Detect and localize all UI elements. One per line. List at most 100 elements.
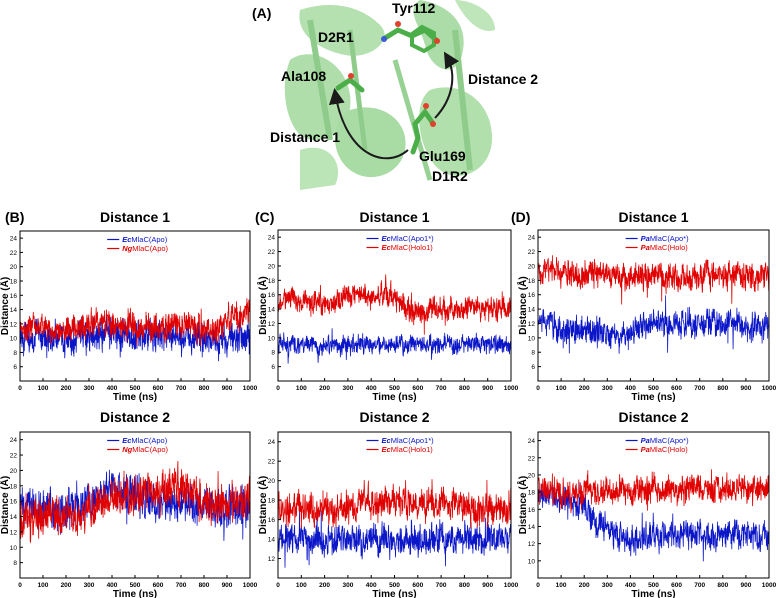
x-tick-label: 500 xyxy=(130,582,141,589)
y-tick-label: 22 xyxy=(268,459,276,466)
legend-entry: PaMlaC(Holo) xyxy=(641,445,689,454)
y-tick-label: 24 xyxy=(268,439,276,446)
x-tick-label: 900 xyxy=(740,385,751,392)
legend-construct: MlaC(Apo1*) xyxy=(391,436,434,445)
x-tick-label: 600 xyxy=(671,582,682,589)
x-tick-label: 800 xyxy=(717,582,728,589)
y-tick-label: 22 xyxy=(528,455,536,462)
legend-entry: PaMlaC(Apo*) xyxy=(641,234,689,243)
x-tick-label: 700 xyxy=(436,582,447,589)
x-tick-label: 200 xyxy=(579,582,590,589)
y-tick-label: 10 xyxy=(268,335,276,342)
panel-label: (D) xyxy=(511,209,530,225)
y-tick-label: 18 xyxy=(268,498,276,505)
y-tick-label: 8 xyxy=(271,350,275,357)
legend-species: Pa xyxy=(641,436,650,445)
y-tick-label: 18 xyxy=(10,483,18,490)
y-tick-label: 16 xyxy=(528,507,536,514)
ala108-label: Ala108 xyxy=(281,68,326,84)
x-tick-label: 800 xyxy=(199,582,210,589)
y-tick-label: 10 xyxy=(10,336,18,343)
legend-entry: EcMlaC(Apo1*) xyxy=(382,234,435,243)
x-tick-label: 1000 xyxy=(243,582,258,589)
y-axis-label: Distance (Å) xyxy=(516,276,529,334)
y-tick-label: 14 xyxy=(10,514,18,521)
series-line-pa-0 xyxy=(538,482,769,562)
y-tick-label: 18 xyxy=(528,490,536,497)
x-tick-label: 900 xyxy=(740,582,751,589)
x-tick-label: 500 xyxy=(648,582,659,589)
series-line-ec-0 xyxy=(278,508,511,568)
x-tick-label: 1000 xyxy=(762,582,776,589)
chart-title: Distance 1 xyxy=(618,209,688,225)
legend-entry: EcMlaC(Apo) xyxy=(122,235,168,244)
y-tick-label: 16 xyxy=(528,292,536,299)
y-tick-label: 14 xyxy=(528,524,536,531)
legend-entry: EcMlaC(Apo1*) xyxy=(382,436,435,445)
x-tick-label: 200 xyxy=(579,385,590,392)
chart-c1: (C) Distance 1 0 100 200 300 400 500 600 700 800 90… xyxy=(255,209,519,403)
y-axis-label: Distance (Å) xyxy=(256,476,269,534)
x-tick-label: 0 xyxy=(536,385,540,392)
x-tick-label: 600 xyxy=(671,385,682,392)
chart-c2: Distance 2 0 100 200 300 400 500 600 700 800 900 10… xyxy=(256,409,519,598)
chart-title: Distance 2 xyxy=(359,409,429,425)
x-tick-label: 700 xyxy=(176,582,187,589)
y-tick-label: 12 xyxy=(528,321,536,328)
d2r1-label: D2R1 xyxy=(318,29,354,45)
y-tick-label: 20 xyxy=(10,468,18,475)
x-tick-label: 200 xyxy=(61,582,72,589)
protein-ribbon xyxy=(284,0,495,190)
x-axis-label: Time (ns) xyxy=(113,589,157,598)
distance-1-label: Distance 1 xyxy=(270,129,340,145)
legend-construct: MlaC(Apo) xyxy=(132,445,168,454)
chart-panels: (B) Distance 10 100 200 300 400 500 600 700 800 90… xyxy=(0,209,776,598)
chart-d1: (D) Distance 1 0 100 200 300 400 500 600 700 800 90… xyxy=(511,209,776,403)
y-tick-label: 22 xyxy=(528,249,536,256)
distance-1-arrow xyxy=(328,88,409,160)
y-tick-label: 22 xyxy=(268,249,276,256)
x-tick-label: 1000 xyxy=(504,385,519,392)
x-tick-label: 300 xyxy=(602,385,613,392)
x-tick-label: 300 xyxy=(342,582,353,589)
plot-frame xyxy=(19,230,251,382)
series-line-ec-1 xyxy=(278,479,511,529)
x-tick-label: 0 xyxy=(18,385,22,392)
y-tick-label: 14 xyxy=(268,537,276,544)
glu169-label: Glu169 xyxy=(419,148,466,164)
y-tick-label: 12 xyxy=(268,556,276,563)
x-tick-label: 200 xyxy=(319,582,330,589)
y-axis-label: Distance (Å) xyxy=(0,476,11,534)
x-tick-label: 200 xyxy=(61,385,72,392)
series-line-pa-1 xyxy=(538,469,769,514)
x-tick-label: 400 xyxy=(625,385,636,392)
legend-construct: MlaC(Apo) xyxy=(131,235,167,244)
series-line-pa-1 xyxy=(538,255,769,305)
chart-title: Distance 1 xyxy=(100,209,170,225)
x-tick-label: 0 xyxy=(536,582,540,589)
x-tick-label: 900 xyxy=(222,582,233,589)
x-tick-label: 1000 xyxy=(243,385,258,392)
y-tick-label: 6 xyxy=(13,364,17,371)
tyr112-label: Tyr112 xyxy=(392,0,436,16)
chart-b2: Distance 2 0 100 200 300 400 500 600 700 800 900 10… xyxy=(0,409,258,598)
y-axis-label: Distance (Å) xyxy=(0,277,11,335)
legend-species: Pa xyxy=(641,243,650,252)
chart-title: Distance 1 xyxy=(359,209,429,225)
legend-construct: MlaC(Apo*) xyxy=(650,436,689,445)
x-tick-label: 0 xyxy=(276,385,280,392)
x-tick-label: 300 xyxy=(84,385,95,392)
legend-species: Ec xyxy=(122,235,132,244)
y-tick-label: 24 xyxy=(268,235,276,242)
panel-label: (B) xyxy=(5,209,24,225)
y-tick-label: 16 xyxy=(268,292,276,299)
x-tick-label: 700 xyxy=(436,385,447,392)
tyr112-sticks xyxy=(381,21,440,54)
legend-entry: PaMlaC(Apo*) xyxy=(641,436,689,445)
x-tick-label: 1000 xyxy=(762,385,776,392)
x-tick-label: 500 xyxy=(130,385,141,392)
y-tick-label: 6 xyxy=(271,364,275,371)
y-tick-label: 20 xyxy=(268,263,276,270)
glu169-sticks xyxy=(410,103,436,155)
